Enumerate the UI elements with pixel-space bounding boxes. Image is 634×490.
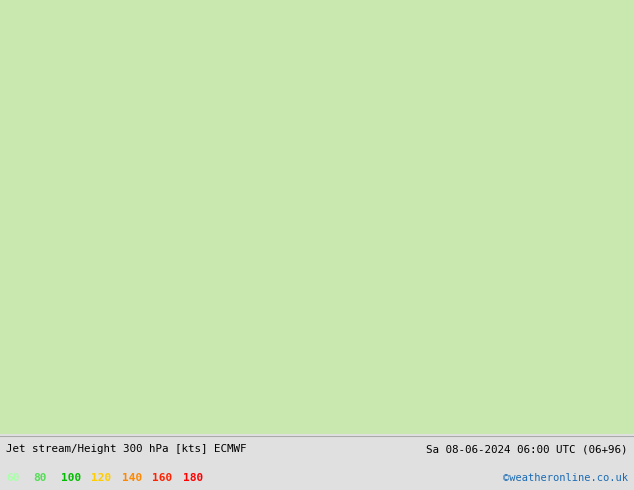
Text: 160: 160 bbox=[152, 472, 172, 483]
Text: 60: 60 bbox=[6, 472, 20, 483]
Text: 140: 140 bbox=[122, 472, 142, 483]
Text: ©weatheronline.co.uk: ©weatheronline.co.uk bbox=[503, 472, 628, 483]
Text: 180: 180 bbox=[183, 472, 203, 483]
Text: 120: 120 bbox=[91, 472, 112, 483]
Text: Sa 08-06-2024 06:00 UTC (06+96): Sa 08-06-2024 06:00 UTC (06+96) bbox=[426, 444, 628, 454]
Text: Jet stream/Height 300 hPa [kts] ECMWF: Jet stream/Height 300 hPa [kts] ECMWF bbox=[6, 444, 247, 454]
Text: 80: 80 bbox=[34, 472, 47, 483]
Text: 100: 100 bbox=[61, 472, 81, 483]
